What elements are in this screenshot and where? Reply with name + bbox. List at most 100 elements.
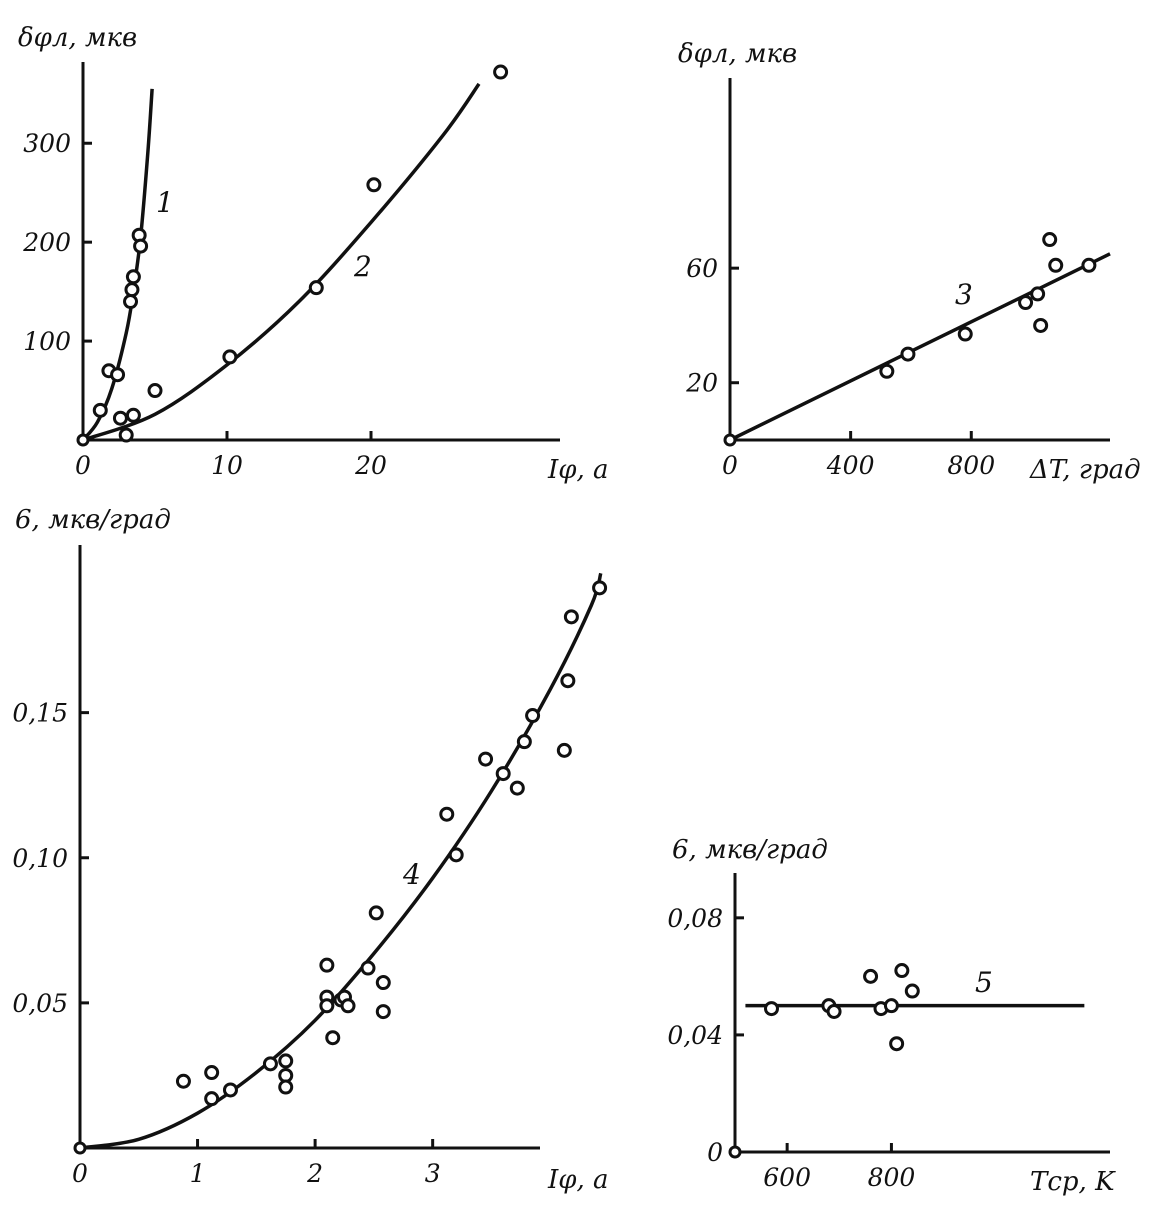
data-point — [904, 983, 920, 999]
data-point — [340, 998, 356, 1014]
chart-1-y-label: δφл, мкв — [18, 23, 137, 53]
data-point — [222, 1082, 238, 1098]
x-tick-label: 20 — [354, 451, 387, 480]
series-2-curve — [82, 82, 481, 442]
series-5-label: 5 — [975, 966, 993, 999]
data-point — [883, 998, 899, 1014]
chart-4-y-label: 6, мкв/град — [672, 835, 828, 865]
chart-3-x-label: Iφ, a — [547, 1165, 609, 1195]
y-tick-label: 0,05 — [12, 989, 68, 1018]
x-tick-label: 0 — [72, 1159, 88, 1188]
series-3-label: 3 — [955, 278, 973, 311]
y-tick-label: 60 — [686, 254, 718, 283]
data-point — [563, 609, 579, 625]
y-tick-label: 200 — [22, 228, 71, 257]
data-point — [123, 294, 139, 310]
data-point — [1033, 317, 1049, 333]
data-point — [366, 177, 382, 193]
data-point — [1048, 257, 1064, 273]
series-3-curve — [729, 252, 1111, 442]
y-tick-label: 0,15 — [12, 699, 68, 728]
data-point — [556, 742, 572, 758]
x-tick-label: 3 — [425, 1159, 441, 1188]
data-point — [360, 960, 376, 976]
series-4-curve — [79, 572, 603, 1150]
origin-point — [728, 1145, 742, 1159]
data-point — [110, 367, 126, 383]
x-tick-label: 400 — [826, 451, 875, 480]
chart-3: 6, мкв/град Iφ, a 0 1 2 3 0,05 0,10 0,15 4 — [12, 505, 608, 1195]
data-point — [368, 905, 384, 921]
data-point — [493, 64, 509, 80]
data-point — [375, 1004, 391, 1020]
data-point — [957, 326, 973, 342]
data-point — [900, 346, 916, 362]
data-point — [278, 1053, 294, 1069]
chart-4: 6, мкв/град Tср, K 600 800 0 0,04 0,08 5 — [667, 835, 1116, 1197]
data-point — [319, 957, 335, 973]
chart-2-x-label: ΔT, град — [1029, 455, 1141, 485]
chart-2-y-label: δφл, мкв — [678, 39, 797, 69]
data-point — [863, 968, 879, 984]
data-point — [478, 751, 494, 767]
data-point — [509, 780, 525, 796]
data-point — [112, 410, 128, 426]
y-tick-label: 300 — [23, 129, 71, 158]
y-tick-label: 100 — [23, 327, 71, 356]
data-point — [439, 806, 455, 822]
origin-point — [723, 433, 737, 447]
data-point — [325, 1030, 341, 1046]
chart-4-x-label: Tср, K — [1030, 1167, 1116, 1197]
data-point — [204, 1065, 220, 1081]
data-point — [147, 383, 163, 399]
series-1-curve — [81, 88, 154, 442]
data-point — [262, 1056, 278, 1072]
data-point — [879, 363, 895, 379]
chart-2: δφл, мкв ΔT, град 0 400 800 20 60 3 — [678, 39, 1141, 485]
data-point — [118, 427, 134, 443]
chart-1: δφл, мкв Iφ, a 0 10 20 100 200 300 1 2 — [18, 23, 609, 485]
x-tick-label: 10 — [211, 451, 243, 480]
data-point — [133, 238, 149, 254]
data-point — [125, 407, 141, 423]
data-point — [1018, 295, 1034, 311]
x-tick-label: 0 — [75, 451, 91, 480]
series-1-label: 1 — [156, 186, 174, 219]
data-point — [826, 1004, 842, 1019]
origin-point — [73, 1141, 87, 1155]
data-point — [1042, 232, 1058, 248]
data-point — [222, 349, 238, 365]
data-point — [375, 975, 391, 991]
x-tick-label: 0 — [722, 451, 738, 480]
y-tick-label: 0,10 — [12, 844, 68, 873]
x-tick-label: 800 — [947, 451, 995, 480]
data-point — [894, 963, 910, 979]
data-point — [308, 280, 324, 296]
y-tick-label: 0,04 — [667, 1021, 723, 1050]
data-point — [525, 708, 541, 724]
y-tick-label: 0,08 — [667, 904, 723, 933]
chart-1-x-label: Iφ, a — [547, 455, 609, 485]
data-point — [124, 282, 140, 298]
data-point — [319, 998, 335, 1014]
origin-point — [76, 433, 90, 447]
data-point — [175, 1073, 191, 1089]
chart-3-y-label: 6, мкв/град — [15, 505, 171, 535]
series-4-label: 4 — [402, 858, 421, 891]
y-tick-label: 20 — [685, 369, 718, 398]
data-point — [278, 1079, 294, 1095]
x-tick-label: 600 — [763, 1163, 811, 1192]
data-point — [204, 1091, 220, 1107]
x-tick-label: 2 — [306, 1159, 323, 1188]
data-point — [516, 734, 532, 750]
data-point — [764, 1001, 779, 1017]
data-point — [889, 1036, 905, 1052]
data-point — [92, 402, 108, 418]
x-tick-label: 800 — [868, 1163, 916, 1192]
data-point — [1030, 286, 1046, 302]
data-point — [125, 269, 141, 285]
data-point — [1081, 257, 1097, 273]
data-point — [448, 847, 464, 863]
x-tick-label: 1 — [190, 1159, 206, 1188]
